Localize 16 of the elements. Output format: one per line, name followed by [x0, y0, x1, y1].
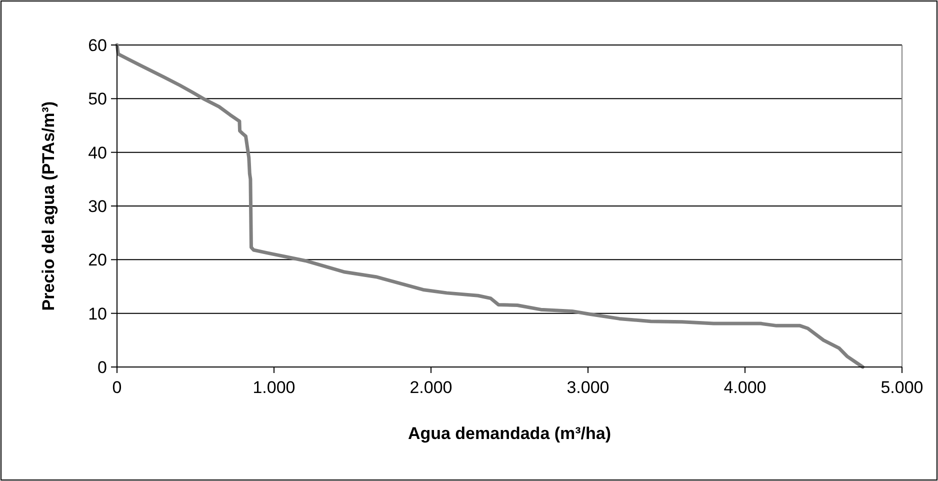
y-tick-label: 60	[88, 36, 107, 55]
line-series	[115, 43, 864, 369]
x-tick-label: 4.000	[724, 378, 766, 397]
y-axis-title: Precio del agua (PTAs/m³)	[39, 101, 58, 311]
y-tick-label: 0	[98, 358, 107, 377]
x-tick-label: 2.000	[410, 378, 452, 397]
x-tick-label: 1.000	[252, 378, 296, 397]
y-tick-label: 50	[88, 90, 107, 109]
y-tick-label: 40	[88, 143, 107, 162]
x-tick-label: 3.000	[566, 378, 610, 397]
y-tick-label: 20	[88, 250, 107, 270]
x-tick-label: 5.000	[880, 378, 924, 397]
y-tick-label: 30	[88, 197, 107, 216]
x-axis-title: Agua demandada (m³/ha)	[408, 424, 612, 443]
y-tick-label: 10	[88, 304, 107, 324]
x-tick-label: 0	[112, 378, 122, 397]
